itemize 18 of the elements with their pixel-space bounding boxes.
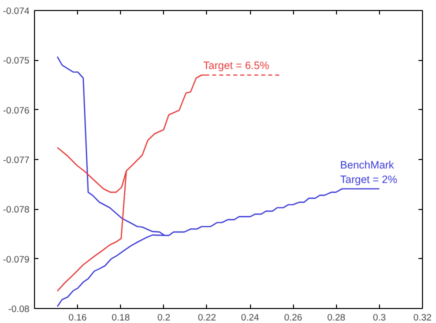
x-tick-label: 0.18 [112,312,130,322]
y-tick-label: -0.078 [3,204,30,215]
y-tick-label: -0.074 [3,6,30,16]
x-tick-label: 0.32 [413,312,432,322]
y-tick-label: -0.08 [8,304,30,314]
x-tick-label: 0.24 [240,312,260,322]
x-tick-label: 0.22 [198,312,216,322]
annotation: BenchMark Target = 2% [340,159,398,186]
x-tick-label: 0.26 [284,312,302,322]
x-tick-label: 0.3 [372,312,386,322]
x-tick-label: 0.16 [68,312,87,322]
annotation: Target = 6.5% [203,60,270,72]
y-tick-label: -0.079 [3,254,30,264]
y-tick-label: -0.075 [3,56,30,66]
y-tick-label: -0.077 [3,155,30,165]
y-tick-label: -0.076 [3,105,30,116]
x-tick-label: 0.28 [327,312,346,322]
x-tick-label: 0.2 [157,312,170,322]
